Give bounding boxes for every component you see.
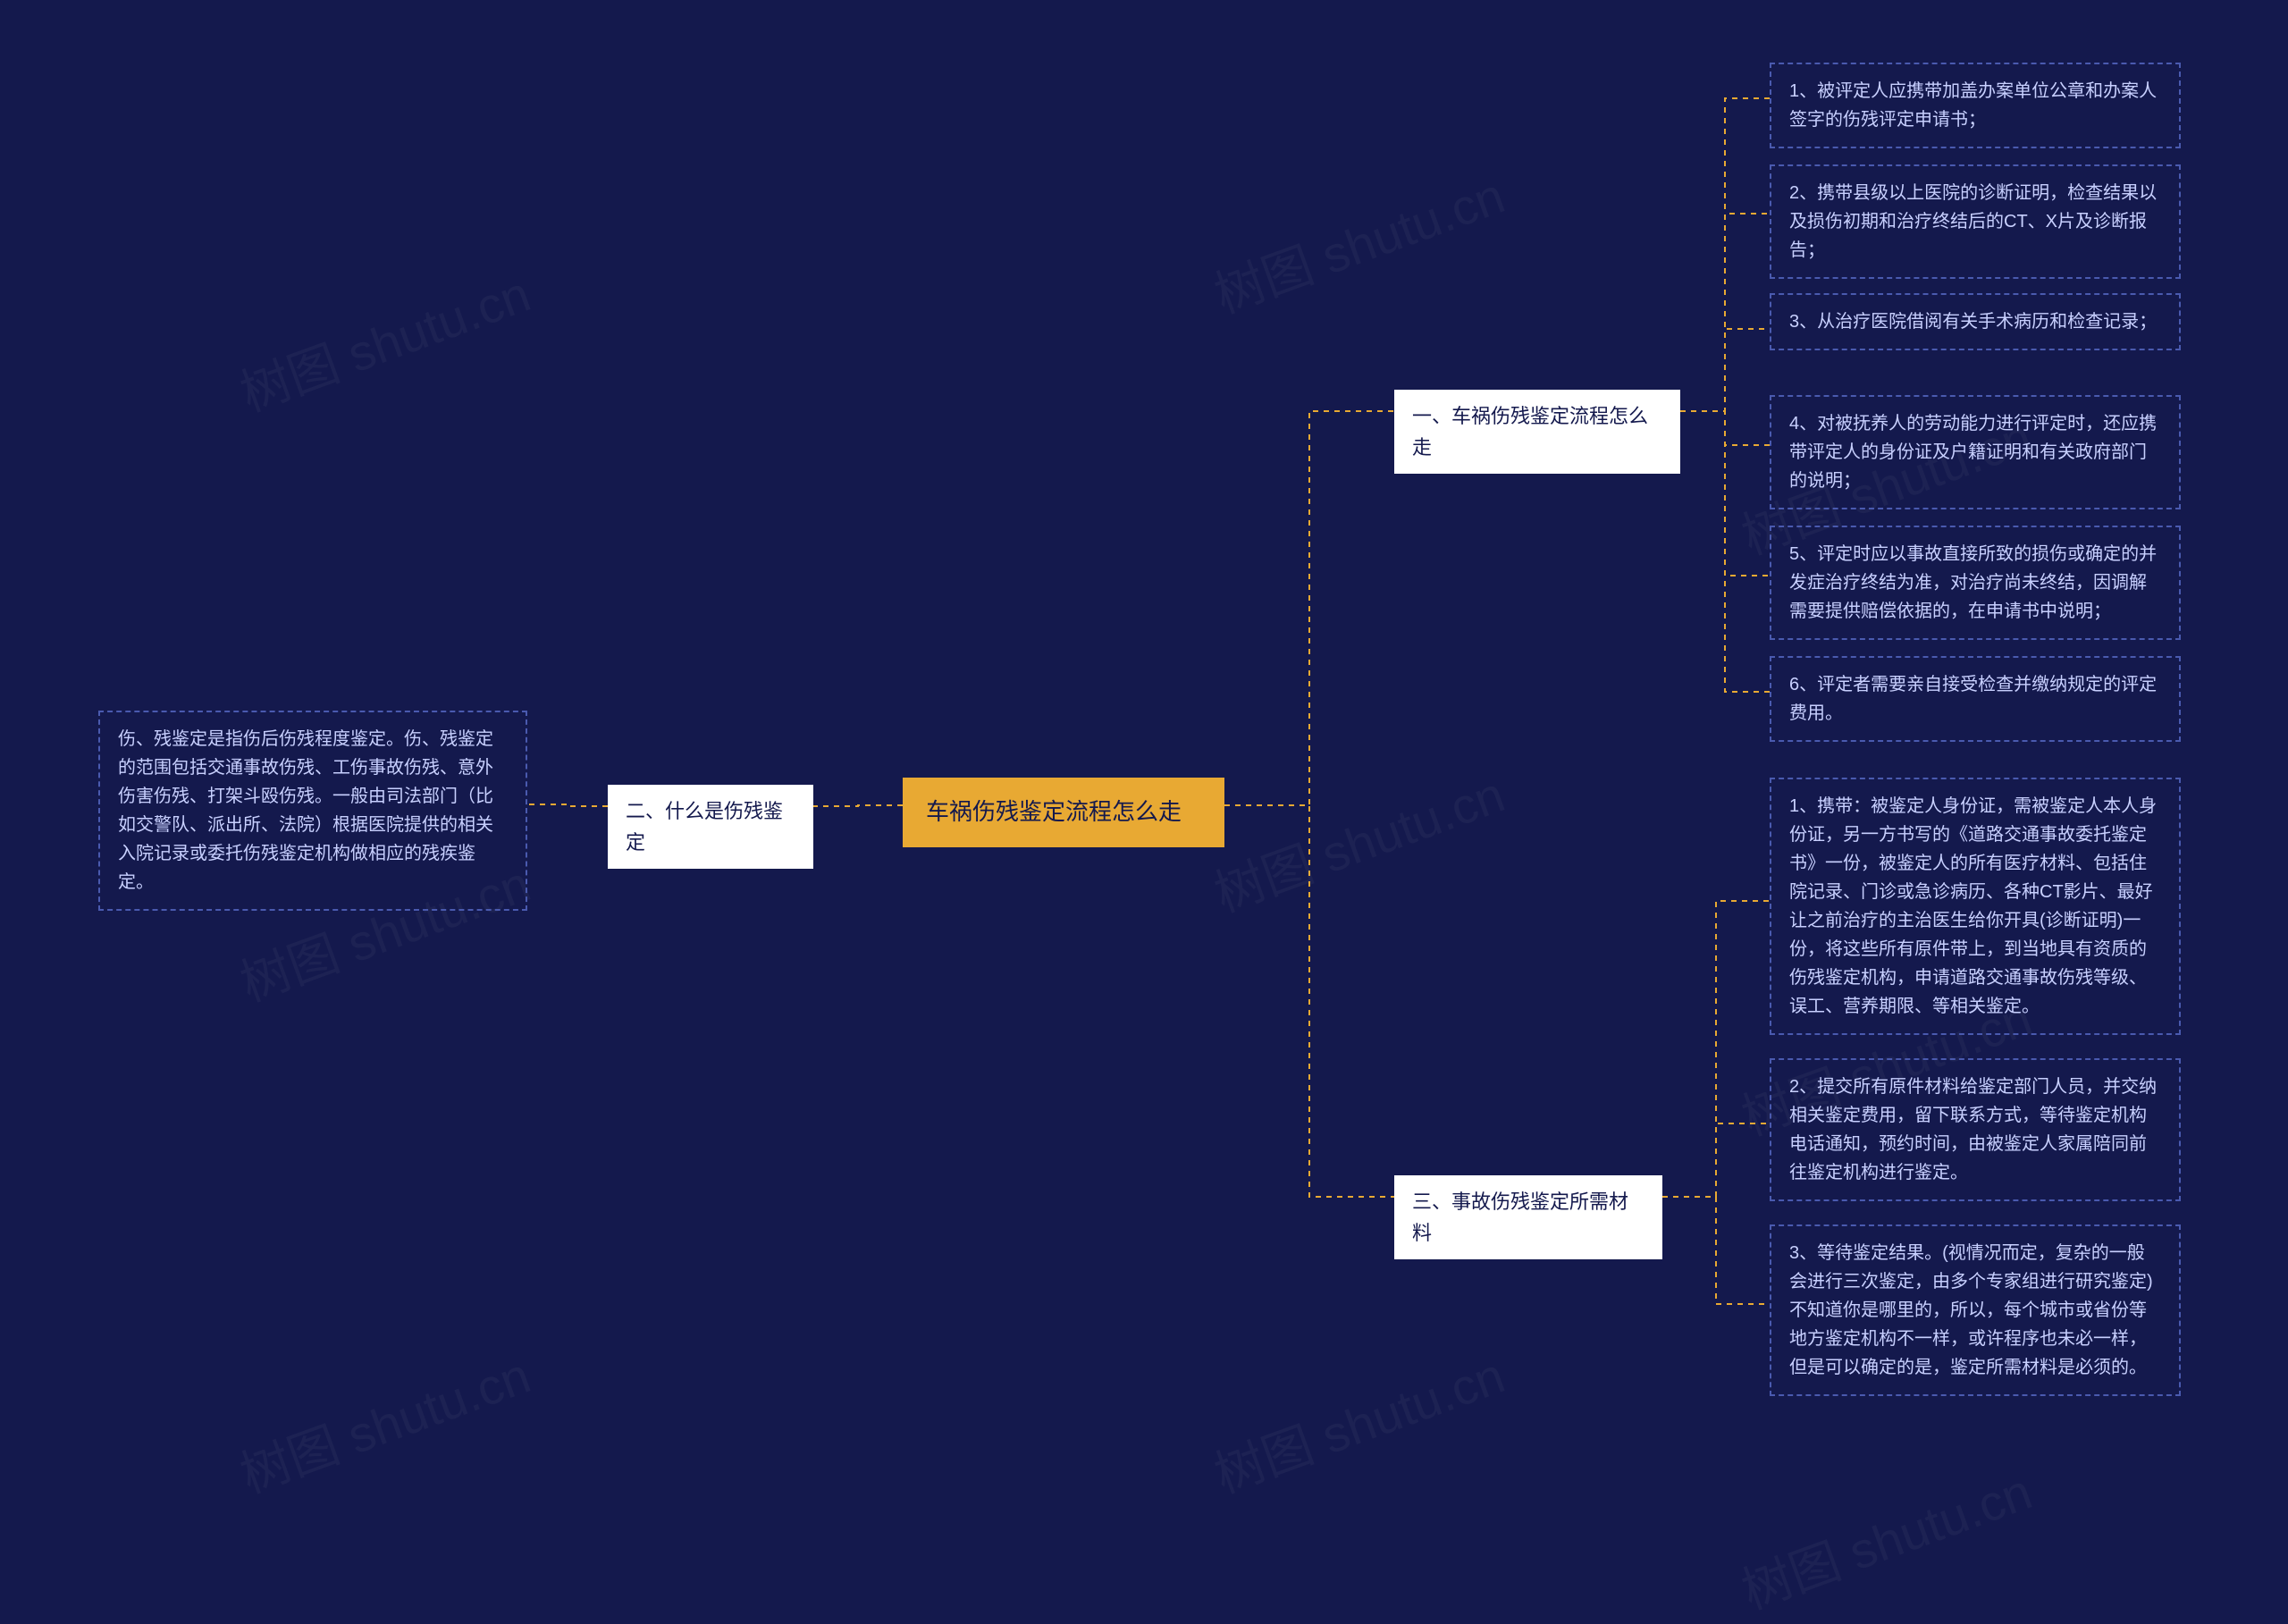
leaf-node: 5、评定时应以事故直接所致的损伤或确定的并发症治疗终结为准，对治疗尚未终结，因调… <box>1770 526 2181 640</box>
root-node: 车祸伤残鉴定流程怎么走 <box>903 778 1224 847</box>
watermark: 树图 shutu.cn <box>1730 1452 2040 1623</box>
leaf-node: 4、对被抚养人的劳动能力进行评定时，还应携带评定人的身份证及户籍证明和有关政府部… <box>1770 395 2181 509</box>
watermark: 树图 shutu.cn <box>1203 156 1513 327</box>
leaf-node: 1、被评定人应携带加盖办案单位公章和办案人签字的伤残评定申请书； <box>1770 63 2181 148</box>
branch-node: 二、什么是伤残鉴定 <box>608 785 813 869</box>
watermark: 树图 shutu.cn <box>229 254 539 425</box>
watermark: 树图 shutu.cn <box>1203 1335 1513 1507</box>
leaf-node: 伤、残鉴定是指伤后伤残程度鉴定。伤、残鉴定的范围包括交通事故伤残、工伤事故伤残、… <box>98 711 527 911</box>
branch-node: 一、车祸伤残鉴定流程怎么走 <box>1394 390 1680 474</box>
watermark: 树图 shutu.cn <box>229 1335 539 1507</box>
leaf-node: 3、等待鉴定结果。(视情况而定，复杂的一般会进行三次鉴定，由多个专家组进行研究鉴… <box>1770 1224 2181 1396</box>
leaf-node: 2、提交所有原件材料给鉴定部门人员，并交纳相关鉴定费用，留下联系方式，等待鉴定机… <box>1770 1058 2181 1201</box>
branch-node: 三、事故伤残鉴定所需材料 <box>1394 1175 1662 1259</box>
leaf-node: 3、从治疗医院借阅有关手术病历和检查记录； <box>1770 293 2181 350</box>
leaf-node: 2、携带县级以上医院的诊断证明，检查结果以及损伤初期和治疗终结后的CT、X片及诊… <box>1770 164 2181 279</box>
leaf-node: 6、评定者需要亲自接受检查并缴纳规定的评定费用。 <box>1770 656 2181 742</box>
leaf-node: 1、携带：被鉴定人身份证，需被鉴定人本人身份证，另一方书写的《道路交通事故委托鉴… <box>1770 778 2181 1035</box>
watermark: 树图 shutu.cn <box>1203 754 1513 926</box>
